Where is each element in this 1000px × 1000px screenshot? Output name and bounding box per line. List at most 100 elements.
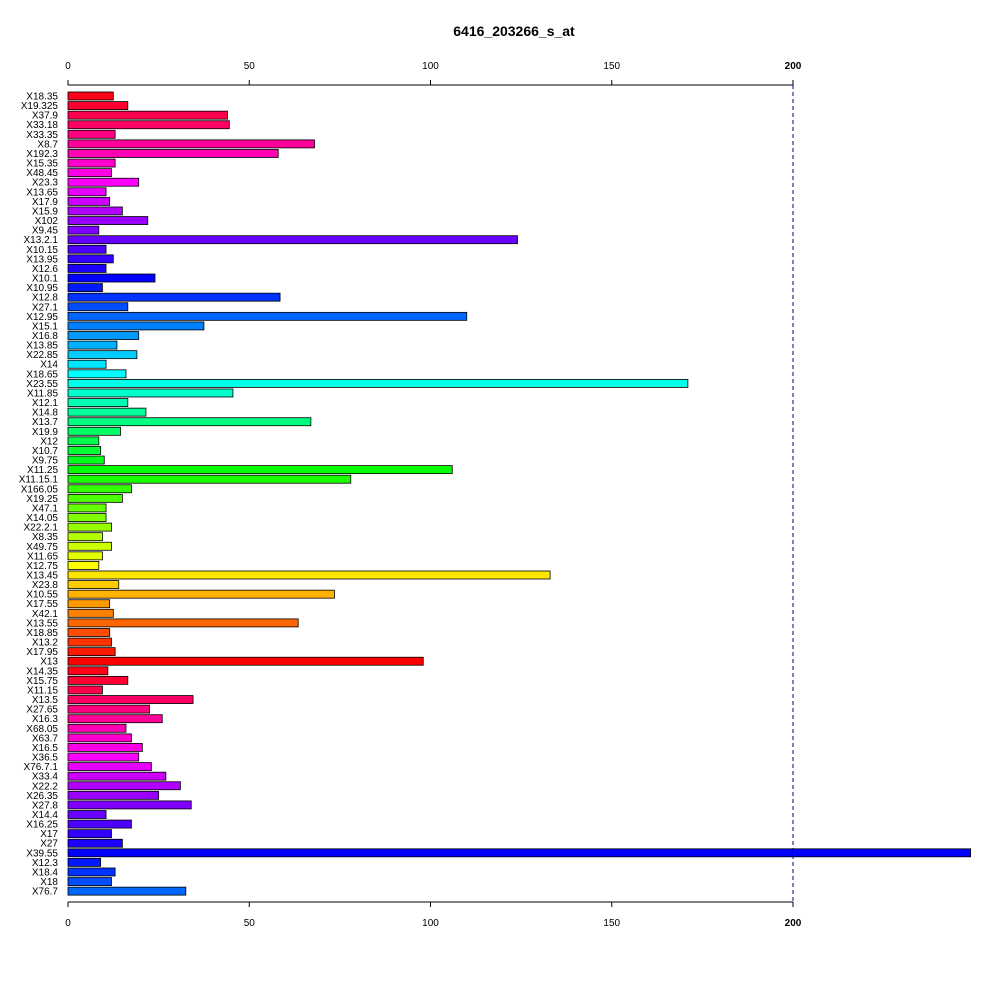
category-label: X47.1 [32, 503, 59, 514]
bar [67, 331, 140, 340]
category-label: X49.75 [26, 542, 58, 553]
category-label: X12.8 [32, 293, 59, 304]
bar [67, 120, 230, 130]
category-label: X27.1 [32, 302, 59, 313]
bar [67, 254, 114, 264]
bar [67, 790, 160, 800]
category-label: X17.55 [26, 599, 58, 610]
category-label: X11.15 [27, 685, 58, 696]
category-label: X10.55 [26, 590, 58, 601]
category-label: X12.6 [32, 264, 59, 275]
bar [67, 196, 111, 206]
category-label: X13.7 [32, 417, 59, 428]
category-label: X76.7 [32, 887, 59, 898]
category-label: X17 [40, 829, 58, 840]
category-label: X13 [40, 657, 58, 668]
category-label: X26.35 [26, 791, 58, 802]
bar [67, 513, 107, 522]
category-label: X15.35 [26, 159, 58, 170]
category-label: X22.2.1 [24, 523, 59, 534]
category-label: X14.8 [32, 408, 59, 419]
category-label: X27.8 [32, 800, 59, 811]
category-label: X42.1 [32, 609, 59, 620]
top-tick-label: 50 [244, 61, 256, 72]
bar [67, 637, 112, 647]
category-labels: X18.35X19.325X37.9X33.18X33.35X8.7X192.3… [19, 92, 59, 898]
bar [67, 695, 194, 704]
bar [67, 618, 299, 628]
bar [67, 398, 129, 407]
category-label: X27 [40, 839, 58, 850]
bar [67, 216, 149, 225]
category-label: X12 [40, 436, 58, 447]
bar [67, 273, 156, 283]
bar [67, 129, 116, 139]
bar [67, 350, 138, 360]
bar [67, 886, 187, 896]
bar [67, 417, 312, 427]
bar [67, 541, 112, 551]
top-tick-label: 0 [65, 61, 71, 72]
bar [67, 177, 140, 187]
category-label: X10.15 [26, 245, 58, 256]
category-label: X14.35 [26, 666, 58, 677]
bar [67, 436, 100, 446]
bars-group [67, 91, 972, 896]
bar [67, 321, 205, 331]
bottom-x-axis: 0 50 100 150 200 [65, 901, 802, 929]
bottom-tick-label: 0 [65, 918, 71, 929]
category-label: X13.2 [32, 638, 59, 649]
chart-title: 6416_203266_s_at [453, 23, 575, 39]
category-label: X23.8 [32, 580, 59, 591]
category-label: X13.95 [26, 254, 58, 265]
category-label: X14.4 [32, 810, 59, 821]
category-label: X19.9 [32, 427, 59, 438]
bar [67, 608, 114, 618]
category-label: X14.05 [26, 513, 58, 524]
bar [67, 388, 234, 398]
category-label: X8.7 [37, 139, 58, 150]
category-label: X15.1 [32, 321, 59, 332]
bottom-tick-label: 100 [422, 918, 439, 929]
category-label: X39.55 [26, 848, 58, 859]
top-tick-label: 200 [785, 61, 802, 72]
category-label: X13.5 [32, 695, 59, 706]
category-label: X17.95 [26, 647, 58, 658]
category-label: X22.2 [32, 781, 59, 792]
category-label: X16.3 [32, 714, 59, 725]
bar [67, 829, 112, 839]
category-label: X9.45 [32, 226, 59, 237]
bar [67, 283, 103, 293]
bar [67, 570, 551, 580]
bar [67, 474, 352, 484]
bar [67, 522, 112, 532]
category-label: X13.45 [26, 571, 58, 582]
bar [67, 302, 129, 312]
bar [67, 733, 132, 743]
bar [67, 647, 116, 657]
category-label: X68.05 [26, 724, 58, 735]
category-label: X13.85 [26, 341, 58, 352]
category-label: X63.7 [32, 733, 59, 744]
bar [67, 158, 116, 168]
category-label: X37.9 [32, 111, 59, 122]
category-label: X13.55 [26, 618, 58, 629]
bar [67, 848, 972, 858]
category-label: X102 [35, 216, 59, 227]
category-label: X33.4 [32, 772, 59, 783]
category-label: X8.35 [32, 532, 59, 543]
bar [67, 551, 103, 561]
category-label: X11.15.1 [19, 475, 59, 486]
category-label: X33.35 [26, 130, 58, 141]
bar [67, 877, 112, 886]
bar [67, 675, 129, 685]
category-label: X48.45 [26, 168, 58, 179]
category-label: X19.325 [21, 101, 59, 112]
bar [67, 225, 100, 235]
bar [67, 810, 107, 819]
bar [67, 704, 150, 714]
category-label: X11.85 [27, 388, 58, 399]
category-label: X12.3 [32, 858, 59, 869]
bar [67, 426, 121, 436]
category-label: X12.1 [32, 398, 59, 409]
